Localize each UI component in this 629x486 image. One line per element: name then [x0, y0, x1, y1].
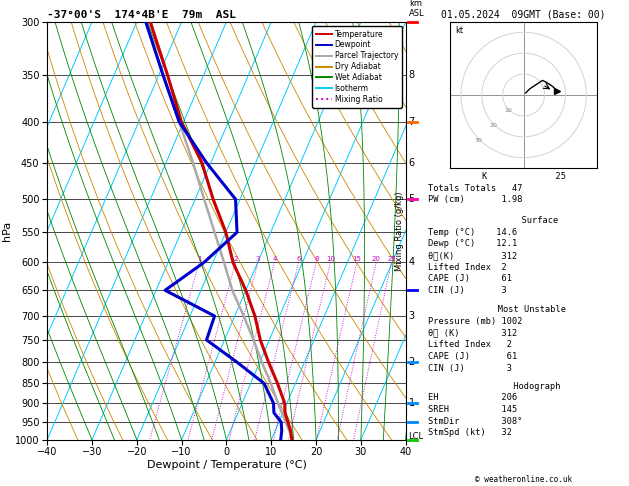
Text: LCL: LCL — [409, 432, 424, 441]
Text: 20: 20 — [489, 122, 498, 128]
Text: 6: 6 — [296, 257, 301, 262]
Text: 30: 30 — [474, 138, 482, 143]
Text: 4: 4 — [409, 258, 415, 267]
Text: 4: 4 — [272, 257, 277, 262]
Text: 2: 2 — [233, 257, 238, 262]
Text: Lifted Index  2: Lifted Index 2 — [428, 262, 506, 272]
Text: © weatheronline.co.uk: © weatheronline.co.uk — [475, 474, 572, 484]
Text: Lifted Index   2: Lifted Index 2 — [428, 340, 511, 349]
Text: 7: 7 — [409, 117, 415, 127]
Text: -37°00'S  174°4B'E  79m  ASL: -37°00'S 174°4B'E 79m ASL — [47, 10, 236, 20]
Text: StmSpd (kt)   32: StmSpd (kt) 32 — [428, 428, 511, 437]
Text: 3: 3 — [409, 311, 415, 321]
Text: 15: 15 — [352, 257, 361, 262]
Text: 2: 2 — [409, 357, 415, 367]
Y-axis label: hPa: hPa — [3, 221, 12, 241]
Text: EH            206: EH 206 — [428, 393, 517, 402]
Text: 1: 1 — [197, 257, 201, 262]
Text: Temp (°C)    14.6: Temp (°C) 14.6 — [428, 227, 517, 237]
Text: Mixing Ratio (g/kg): Mixing Ratio (g/kg) — [395, 191, 404, 271]
Text: 6: 6 — [409, 157, 415, 168]
Text: PW (cm)       1.98: PW (cm) 1.98 — [428, 195, 522, 204]
Text: CAPE (J)      61: CAPE (J) 61 — [428, 274, 511, 283]
Text: Hodograph: Hodograph — [487, 382, 560, 391]
Text: 8: 8 — [314, 257, 318, 262]
Text: Pressure (mb) 1002: Pressure (mb) 1002 — [428, 317, 522, 326]
Text: 3: 3 — [255, 257, 260, 262]
Text: Surface: Surface — [489, 216, 558, 225]
Text: StmDir        308°: StmDir 308° — [428, 417, 522, 426]
Text: CAPE (J)       61: CAPE (J) 61 — [428, 352, 517, 361]
Text: 01.05.2024  09GMT (Base: 00): 01.05.2024 09GMT (Base: 00) — [442, 9, 606, 19]
Text: 5: 5 — [409, 194, 415, 204]
Text: 1: 1 — [409, 398, 415, 408]
Text: 10: 10 — [504, 107, 513, 113]
Text: 10: 10 — [326, 257, 335, 262]
Text: SREH          145: SREH 145 — [428, 405, 517, 414]
Text: θᴇ(K)         312: θᴇ(K) 312 — [428, 251, 517, 260]
Text: Dewp (°C)    12.1: Dewp (°C) 12.1 — [428, 239, 517, 248]
Text: CIN (J)       3: CIN (J) 3 — [428, 286, 506, 295]
Text: K             25: K 25 — [482, 172, 565, 181]
Text: 8: 8 — [409, 70, 415, 80]
Text: CIN (J)        3: CIN (J) 3 — [428, 364, 511, 372]
Text: Most Unstable: Most Unstable — [482, 305, 565, 314]
Text: kt: kt — [455, 26, 463, 35]
Legend: Temperature, Dewpoint, Parcel Trajectory, Dry Adiabat, Wet Adiabat, Isotherm, Mi: Temperature, Dewpoint, Parcel Trajectory… — [313, 26, 402, 108]
Text: km
ASL: km ASL — [409, 0, 425, 17]
Text: θᴇ (K)        312: θᴇ (K) 312 — [428, 329, 517, 338]
Text: 25: 25 — [387, 257, 396, 262]
Text: Totals Totals   47: Totals Totals 47 — [428, 184, 522, 192]
Text: 20: 20 — [372, 257, 381, 262]
X-axis label: Dewpoint / Temperature (°C): Dewpoint / Temperature (°C) — [147, 460, 306, 470]
